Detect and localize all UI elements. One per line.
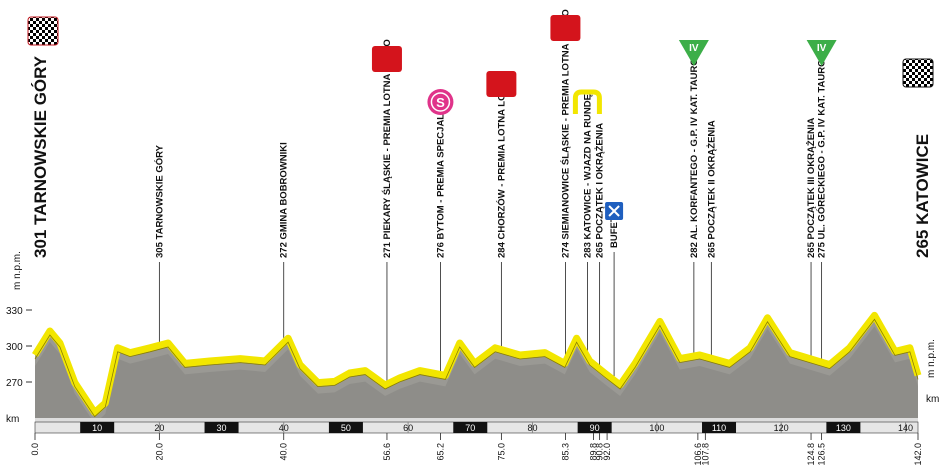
sprint-icon [550,15,581,41]
km-marker-label: 85.3 [560,443,570,461]
waypoint-label: 265 POCZĄTEK III OKRĄŻENIA [806,117,817,258]
waypoint-label: 265 POCZĄTEK I OKRĄŻENIA [595,123,606,258]
km-marker-label: 107.8 [700,443,710,466]
km-marker-label: 124.8 [806,443,816,466]
climb-icon [806,40,837,66]
climb-icon-text: IV [817,43,827,54]
y-tick-label: 300 [6,342,23,353]
km-marker-label: 40.0 [279,443,289,461]
waypoint-label: BUFET [609,216,620,248]
km-marker-label: 89.8 [588,443,598,461]
y-tick-label: 330 [6,306,23,317]
km-marker-label: 142.0 [913,443,923,466]
special-icon-ring [430,92,451,112]
x-tick-label: 10 [92,423,102,433]
start-title: 301 TARNOWSKIE GÓRY [31,55,50,258]
x-tick-label: 120 [774,423,789,433]
km-marker-label: 92.0 [602,443,612,461]
waypoint-label: 284 CHORZÓW - PREMIA LOTNA LOTTO [495,75,507,258]
x-tick-label: 90 [590,423,600,433]
climb-icon-text: IV [689,43,699,54]
profile-line [32,311,922,417]
km-segment [453,422,488,433]
km-marker-label: 56.6 [382,443,392,461]
waypoint-label: 283 KATOWICE - WJAZD NA RUNDĘ [582,94,593,258]
x-tick-label: 40 [279,423,289,433]
km-segment [80,422,115,433]
x-tick-label: 130 [836,423,851,433]
terrain-shade [35,326,918,432]
y-tick-label: 270 [6,378,23,389]
km-segment [577,422,612,433]
sprint-icon [371,46,402,72]
x-tick-label: 140 [898,423,913,433]
km-segment [702,422,737,433]
km-marker-label: 65.2 [435,443,445,461]
km-marker-label: 20.0 [154,443,164,461]
sprint-icon [486,71,517,97]
km-segment [204,422,239,433]
km-marker-label: 106.6 [693,443,703,466]
lap-icon [572,89,602,114]
x-tick-label: 100 [649,423,664,433]
waypoint-label: 305 TARNOWSKIE GÓRY [153,144,165,258]
feed-icon-cross [608,205,620,217]
x-tick-label: 60 [403,423,413,433]
waypoint-label: 282 AL. KORFANTEGO - G.P. IV KAT. TAURON [689,51,700,258]
x-tick-label: 50 [341,423,351,433]
waypoint-label: 275 UL. GÓRECKIEGO - G.P. IV KAT. TAURON [816,53,828,258]
waypoint-label: 272 GMINA BOBROWNIKI [279,142,290,258]
km-segment [328,422,363,433]
km-marker-label: 0.0 [30,443,40,456]
x-tick-label: 70 [465,423,475,433]
y-axis-label-right: m n.p.m. [926,339,937,378]
km-marker-label: 75.0 [496,443,506,461]
x-axis-label-right: km [926,394,939,405]
finish-title: 265 KATOWICE [913,134,932,258]
waypoint-label: 265 POCZĄTEK II OKRĄŻENIA [706,120,717,258]
flag-icon [902,58,934,88]
x-tick-label: 20 [154,423,164,433]
profile-edge [34,318,919,418]
x-tick-label: 80 [527,423,537,433]
x-tick-label: 110 [712,423,726,433]
waypoint-label: 276 BYTOM - PREMIA SPECJALNA [435,100,446,258]
base-fill [35,418,918,422]
km-marker-label: 90.8 [595,443,605,461]
km-segment [826,422,861,433]
x-tick-label: 30 [217,423,227,433]
x-axis-label: km [6,414,19,425]
y-axis-label: m n.p.m. [12,251,23,290]
waypoint-label: 274 SIEMIANOWICE ŚLĄSKIE - PREMIA LOTNA … [559,9,571,258]
flag-icon [27,16,59,46]
km-marker-label: 126.5 [817,443,827,466]
climb-icon [678,40,709,66]
special-icon-text: S [436,95,445,110]
waypoint-label: 271 PIEKARY ŚLĄSKIE - PREMIA LOTNA LOTTO [381,39,393,258]
